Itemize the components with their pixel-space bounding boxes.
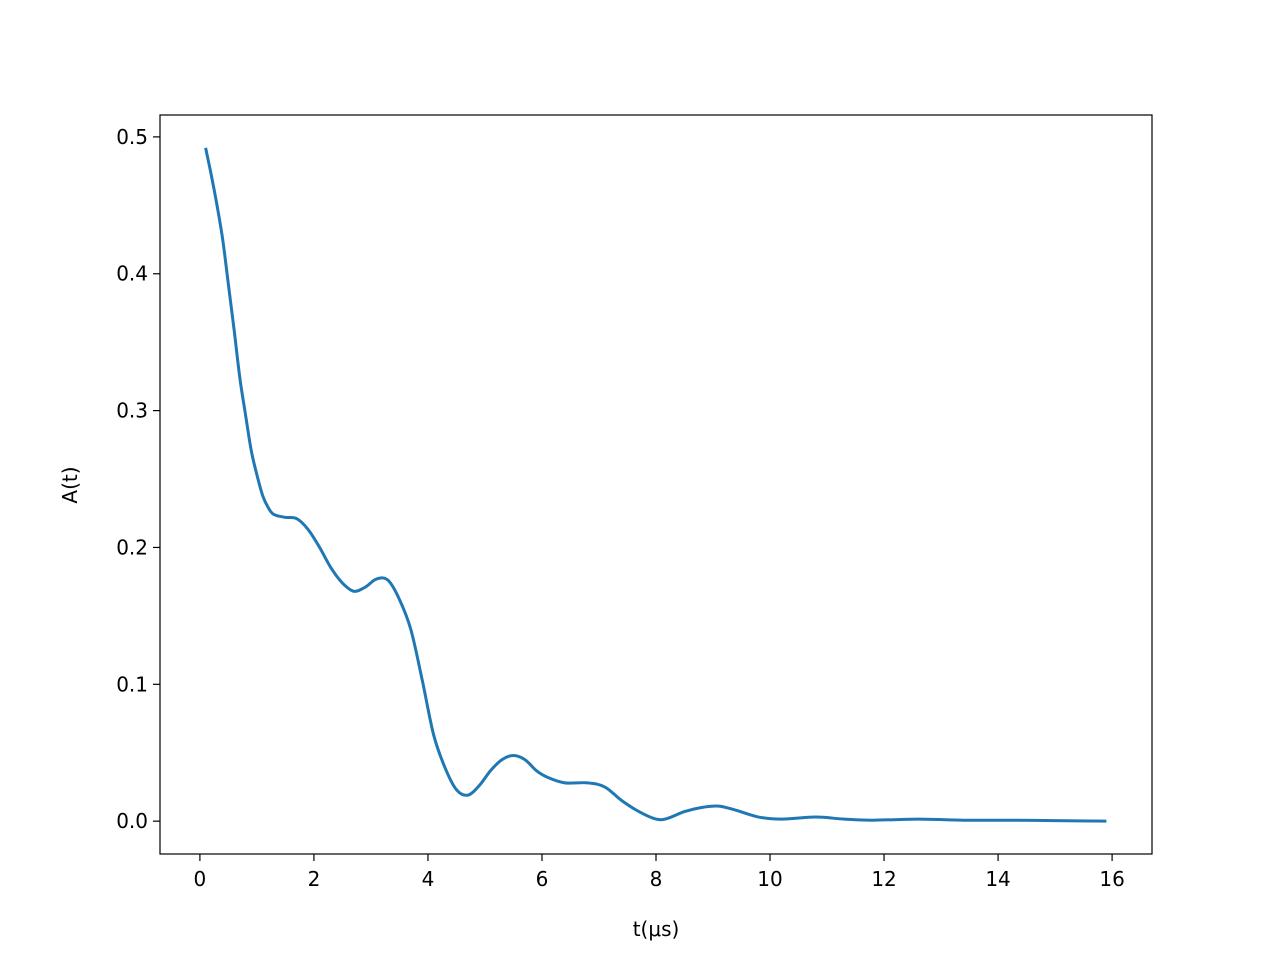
y-tick-label: 0.4 — [116, 262, 148, 286]
y-tick-label: 0.2 — [116, 535, 148, 559]
x-tick-label: 0 — [194, 867, 207, 891]
y-tick-label: 0.0 — [116, 809, 148, 833]
x-tick-label: 12 — [871, 867, 896, 891]
x-tick-label: 6 — [536, 867, 549, 891]
x-tick-label: 14 — [985, 867, 1010, 891]
axes-frame — [159, 114, 1153, 855]
x-tick-label: 16 — [1099, 867, 1124, 891]
y-tick-label: 0.5 — [116, 125, 148, 149]
y-tick-label: 0.1 — [116, 672, 148, 696]
x-tick-label: 10 — [757, 867, 782, 891]
y-tick-label: 0.3 — [116, 399, 148, 423]
series-line — [204, 147, 1107, 823]
x-tick-label: 2 — [308, 867, 321, 891]
x-tick-label: 8 — [650, 867, 663, 891]
x-tick-label: 4 — [422, 867, 435, 891]
x-axis-label: t(μs) — [633, 917, 680, 941]
y-axis-label: A(t) — [58, 466, 82, 503]
